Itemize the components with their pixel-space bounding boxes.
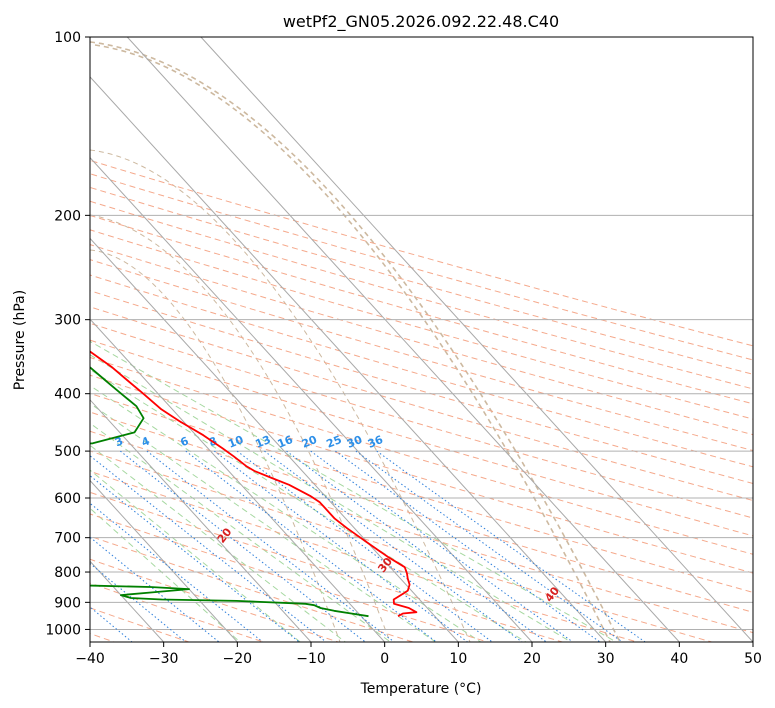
x-tick-label: 20: [523, 651, 541, 667]
isotherm-line: [200, 37, 753, 642]
mixing-ratio-label: 25: [325, 433, 344, 451]
y-tick-label: 900: [54, 595, 81, 611]
isotherm-line: [90, 76, 607, 642]
y-tick-label: 400: [54, 387, 81, 403]
x-tick-label: −20: [223, 651, 253, 667]
y-tick-label: 500: [54, 444, 81, 460]
profile-series: [90, 350, 418, 618]
y-tick-label: 1000: [45, 622, 81, 638]
x-tick-label: −30: [149, 651, 179, 667]
temperature-profile-line: [90, 350, 418, 617]
chart-title: wetPf2_GN05.2026.092.22.48.C40: [283, 12, 559, 32]
x-tick-label: −40: [75, 651, 105, 667]
mixing-ratio-line: [90, 606, 133, 642]
mixing-ratio-line: [90, 536, 220, 642]
isotherm-line: [90, 318, 386, 642]
mixing-ratio-line: [310, 450, 574, 642]
mixing-ratio-line: [355, 450, 623, 642]
x-tick-label: 30: [597, 651, 615, 667]
y-tick-label: 300: [54, 313, 81, 329]
mixing-ratio-line: [119, 450, 366, 642]
dewpoint-profile-line: [90, 366, 369, 618]
curved-guide-line: [90, 149, 471, 642]
dry-adiabat-line: [90, 274, 753, 468]
y-tick-label: 100: [54, 30, 81, 46]
x-tick-label: 10: [449, 651, 467, 667]
x-tick-label: 40: [670, 651, 688, 667]
mixing-ratio-line: [376, 450, 646, 642]
x-tick-label: 50: [744, 651, 762, 667]
mixing-ratio-label: 16: [276, 433, 295, 451]
x-tick-label: −10: [296, 651, 326, 667]
mixing-ratio-label: 3: [113, 434, 125, 449]
plot-frame: [89, 36, 754, 643]
dry-adiabats: [90, 159, 753, 642]
isotherm-line: [90, 156, 533, 642]
mixing-ratio-line: [185, 450, 437, 642]
dry-adiabat-line: [90, 491, 563, 642]
plot-area: -100-90-80-70-60-50-40-30-20-10010203040…: [90, 37, 753, 642]
dry-adiabat-line: [90, 356, 753, 555]
y-tick-label: 200: [54, 208, 81, 224]
isotherm-line: [90, 399, 312, 642]
mixing-ratio-label: 13: [254, 433, 273, 451]
isobars: [90, 37, 753, 630]
isotherm-line: [126, 37, 680, 642]
dry-adiabat-line: [90, 411, 753, 613]
dry-adiabat-line: [90, 322, 753, 519]
mixing-ratio-label: 10: [226, 433, 245, 451]
x-axis-ticks: −40 −30 −20 −10 0 10 20 30 40 50: [75, 642, 762, 667]
moist-adiabat-line: [90, 354, 572, 642]
dry-adiabat-line: [90, 186, 753, 375]
mixing-ratio-line: [335, 450, 601, 642]
dry-adiabat-line: [90, 159, 753, 347]
x-axis-label: Temperature (°C): [360, 681, 482, 697]
curved-guide-line: [90, 41, 621, 642]
dry-adiabat-line: [90, 470, 638, 642]
mixing-ratio-line: [90, 475, 300, 642]
mixing-ratio-line: [286, 450, 547, 642]
mixing-ratio-label: 36: [366, 433, 385, 451]
mixing-ratio-label: 30: [345, 433, 364, 451]
y-axis-ticks: 100 200 300 400 500 600 700 800 900 1000: [45, 30, 90, 638]
y-tick-label: 700: [54, 531, 81, 547]
mixing-ratio-lines: [90, 450, 646, 642]
isotherm-line: [90, 479, 238, 642]
y-tick-label: 800: [54, 565, 81, 581]
mixing-ratio-line: [264, 450, 523, 642]
dry-adiabat-line: [90, 290, 753, 485]
y-tick-label: 600: [54, 491, 81, 507]
dry-adiabat-line: [90, 535, 414, 642]
dry-adiabat-line: [90, 214, 753, 405]
dry-adiabat-line: [90, 430, 753, 634]
mixing-ratio-label: 20: [300, 433, 319, 451]
dry-adiabat-line: [90, 244, 753, 436]
y-axis-label: Pressure (hPa): [12, 290, 28, 390]
x-tick-label: 0: [380, 651, 389, 667]
